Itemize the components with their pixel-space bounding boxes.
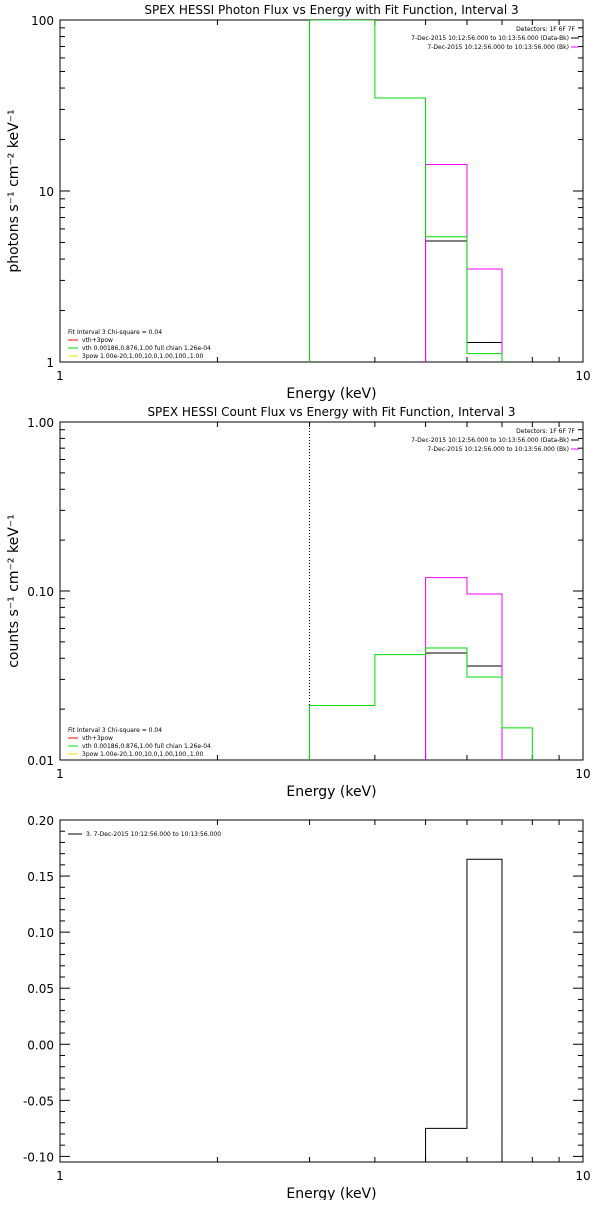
legend-entry: 7-Dec-2015 10:12:56.000 to 10:13:56.000 … xyxy=(411,35,569,42)
series-line-1 xyxy=(425,240,503,362)
series-line-1 xyxy=(425,858,503,1162)
series-line-3 xyxy=(309,20,503,362)
y-tick-label: 10 xyxy=(39,185,54,199)
y-tick-label: -0.05 xyxy=(23,1094,54,1108)
x-axis-label: Energy (keV) xyxy=(286,386,376,402)
legend-entry: 3. 7-Dec-2015 10:12:56.000 to 10:13:56.0… xyxy=(86,831,221,838)
y-tick-label: 1 xyxy=(46,356,54,370)
series-group xyxy=(309,20,503,362)
series-line-2 xyxy=(425,163,503,362)
legend-entry: vth 0.00186,0.876,1.00 full chian 1.26e-… xyxy=(82,345,211,352)
y-tick-label: 0.00 xyxy=(27,1038,54,1052)
x-tick-label: 1 xyxy=(56,1169,64,1183)
legend-entry: 3pow 1.00e-20,1.00,10.0,1.00,100.,1.00 xyxy=(82,751,203,758)
x-axis-label: Energy (keV) xyxy=(286,784,376,800)
legend-entry: vth+3pow xyxy=(82,337,113,344)
y-tick-label: 0.01 xyxy=(27,754,54,768)
legend-entry: vth 0.00186,0.876,1.00 full chian 1.26e-… xyxy=(82,743,211,750)
legend-entry: 3pow 1.00e-20,1.00,10.0,1.00,100.,1.00 xyxy=(82,353,203,360)
legend-entry: vth+3pow xyxy=(82,735,113,742)
series-line-1 xyxy=(425,652,503,760)
y-tick-label: -0.10 xyxy=(23,1150,54,1164)
y-axis-label: photons s⁻¹ cm⁻² keV⁻¹ xyxy=(6,109,22,272)
x-axis-label: Energy (keV) xyxy=(286,1186,376,1200)
y-tick-label: 0.05 xyxy=(27,982,54,996)
legend-entry: 7-Dec-2015 10:12:56.000 to 10:13:56.000 … xyxy=(411,437,569,444)
plot-frame xyxy=(59,421,584,761)
chart-panel-1: 1 10 1 10 100 SPEX HESSI Photon Flux vs Energ… xyxy=(6,3,591,402)
y-tick-label: 100 xyxy=(31,14,54,28)
x-tick-label: 10 xyxy=(575,1169,590,1183)
legend-fit-info: Fit Interval 3 Chi-square = 0.04 xyxy=(68,329,162,336)
x-tick-label: 10 xyxy=(575,767,590,781)
legend-entry: 7-Dec-2015 10:12:56.000 to 10:13:56.000 … xyxy=(427,44,569,51)
chart-title: SPEX HESSI Count Flux vs Energy with Fit… xyxy=(147,405,515,419)
x-tick-label: 1 xyxy=(56,369,64,383)
chart-title: SPEX HESSI Photon Flux vs Energy with Fi… xyxy=(144,3,518,17)
series-line-2 xyxy=(425,577,503,760)
legend-detectors: Detectors: 1F 6F 7F xyxy=(516,26,575,33)
y-tick-label: 0.20 xyxy=(27,814,54,828)
series-group xyxy=(309,577,533,760)
chart-panel-2: 1 10 0.01 0.10 1.00 SPEX HESSI Count Flux vs … xyxy=(6,405,591,800)
legend-detectors: Detectors: 1F 6F 7F xyxy=(516,428,575,435)
series-group xyxy=(425,858,503,1162)
chart-panel-3: 1 10 -0.10 -0.05 0.00 0.05 0.10 0.15 0.20 Energy … xyxy=(23,814,591,1202)
x-tick-label: 10 xyxy=(575,369,590,383)
plot-frame xyxy=(59,19,584,363)
legend-entry: 7-Dec-2015 10:12:56.000 to 10:13:56.000 … xyxy=(427,446,569,453)
y-tick-label: 0.10 xyxy=(27,585,54,599)
series-line-3 xyxy=(309,647,533,760)
y-axis-label: counts s⁻¹ cm⁻² keV⁻¹ xyxy=(6,514,22,668)
y-tick-label: 0.15 xyxy=(27,870,54,884)
y-tick-label: 0.10 xyxy=(27,926,54,940)
legend-fit-info: Fit Interval 3 Chi-square = 0.04 xyxy=(68,727,162,734)
plot-frame xyxy=(59,819,584,1163)
y-tick-label: 1.00 xyxy=(27,416,54,430)
x-tick-label: 1 xyxy=(56,767,64,781)
